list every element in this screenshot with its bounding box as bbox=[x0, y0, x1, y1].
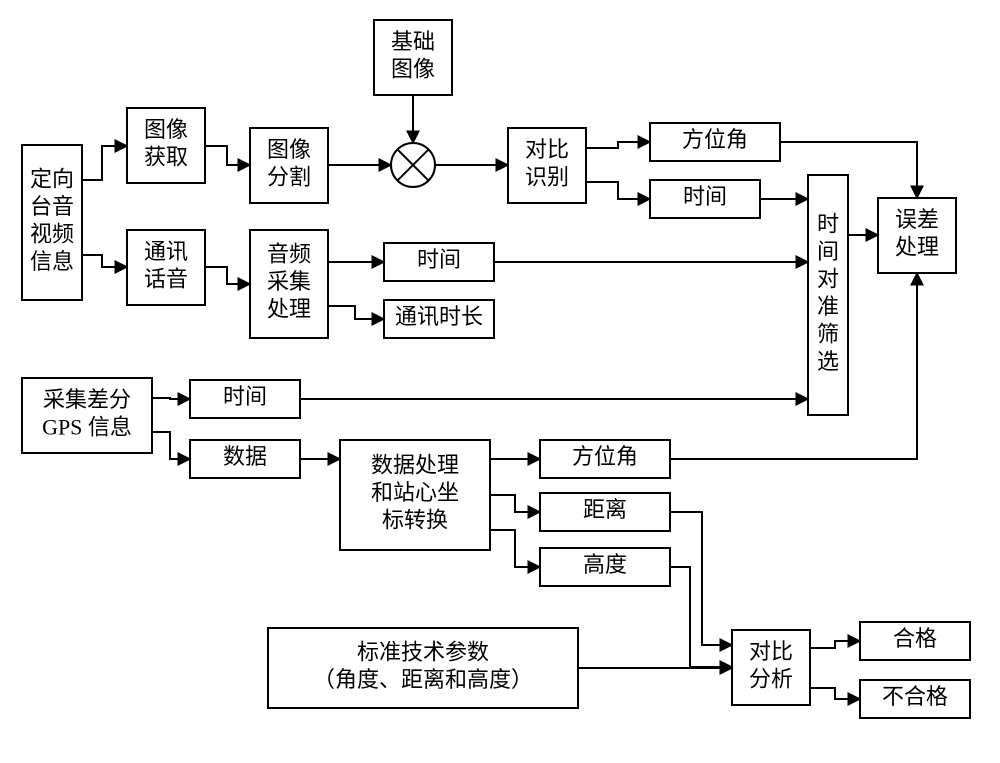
edge bbox=[205, 146, 250, 165]
edge bbox=[490, 530, 540, 567]
node-text: 筛 bbox=[817, 321, 839, 346]
node-text: 采集差分 bbox=[43, 387, 131, 412]
node-text: 采集 bbox=[267, 269, 311, 294]
edge bbox=[152, 432, 190, 459]
node-text: 对比 bbox=[749, 639, 793, 664]
node-text: 时间 bbox=[223, 384, 267, 409]
node-compare_id: 对比识别 bbox=[508, 128, 586, 203]
node-text: 误差 bbox=[895, 207, 939, 232]
node-text: 数据 bbox=[223, 444, 267, 469]
node-text: 处理 bbox=[895, 234, 939, 259]
edge bbox=[82, 255, 127, 267]
node-text: 音频 bbox=[267, 242, 311, 267]
edge bbox=[586, 182, 650, 199]
node-text: 图像 bbox=[144, 117, 188, 142]
edge bbox=[586, 142, 650, 148]
node-time_audio: 时间 bbox=[384, 243, 494, 281]
node-text: 话音 bbox=[144, 266, 188, 291]
node-data_proc: 数据处理和站心坐标转换 bbox=[340, 440, 490, 550]
node-text: 时间 bbox=[683, 184, 727, 209]
edge bbox=[82, 146, 127, 180]
node-text: 通讯时长 bbox=[395, 304, 483, 329]
node-text: 处理 bbox=[267, 297, 311, 322]
node-text: 图像 bbox=[391, 56, 435, 81]
node-text: 通讯 bbox=[144, 239, 188, 264]
edge bbox=[810, 688, 860, 699]
node-comm_dur: 通讯时长 bbox=[384, 300, 494, 338]
node-text: 不合格 bbox=[882, 684, 948, 709]
node-text: （角度、距离和高度） bbox=[313, 667, 533, 692]
node-text: 方位角 bbox=[572, 444, 638, 469]
node-base_img: 基础图像 bbox=[374, 20, 452, 95]
node-azimuth2: 方位角 bbox=[540, 440, 670, 478]
node-text: 对比 bbox=[525, 137, 569, 162]
edge bbox=[152, 398, 190, 399]
edge bbox=[670, 273, 917, 459]
edge bbox=[670, 512, 732, 645]
node-err_proc: 误差处理 bbox=[878, 198, 956, 273]
node-img_get: 图像获取 bbox=[127, 108, 205, 183]
node-text: 和站心坐 bbox=[371, 480, 459, 505]
node-distance: 距离 bbox=[540, 493, 670, 531]
node-time_vid: 时间 bbox=[650, 180, 760, 218]
edge bbox=[328, 306, 384, 319]
node-text: 准 bbox=[817, 294, 839, 319]
node-text: 对 bbox=[817, 266, 839, 291]
node-text: 数据处理 bbox=[371, 453, 459, 478]
node-text: 间 bbox=[817, 239, 839, 264]
node-text: 距离 bbox=[583, 497, 627, 522]
node-time_gps: 时间 bbox=[190, 380, 300, 418]
node-time_filter: 时间对准筛选 bbox=[808, 175, 848, 415]
edge bbox=[205, 267, 250, 284]
mixer-node bbox=[391, 143, 435, 187]
node-azimuth1: 方位角 bbox=[650, 123, 780, 161]
node-src_gps: 采集差分GPS 信息 bbox=[22, 378, 152, 453]
node-pass: 合格 bbox=[860, 622, 970, 660]
node-compare_an: 对比分析 bbox=[732, 630, 810, 705]
node-text: 获取 bbox=[144, 144, 188, 169]
node-src_av: 定向台音视频信息 bbox=[22, 145, 82, 300]
node-img_seg: 图像分割 bbox=[250, 128, 328, 203]
node-text: 图像 bbox=[267, 137, 311, 162]
node-text: 时间 bbox=[417, 247, 461, 272]
node-text: 分析 bbox=[749, 666, 793, 691]
node-data_gps: 数据 bbox=[190, 440, 300, 478]
node-text: GPS 信息 bbox=[42, 414, 132, 439]
node-text: 视频 bbox=[30, 221, 74, 246]
node-text: 台音 bbox=[30, 194, 74, 219]
node-text: 识别 bbox=[525, 164, 569, 189]
edge bbox=[490, 495, 540, 512]
node-text: 标转换 bbox=[382, 508, 448, 533]
node-text: 分割 bbox=[267, 164, 311, 189]
node-altitude: 高度 bbox=[540, 548, 670, 586]
node-std_params: 标准技术参数 （角度、距离和高度） bbox=[268, 628, 578, 708]
node-fail: 不合格 bbox=[860, 680, 970, 718]
node-text: 信息 bbox=[30, 249, 74, 274]
node-text: 标准技术参数 bbox=[357, 639, 489, 664]
node-text: 定向 bbox=[30, 166, 74, 191]
node-text: 时 bbox=[817, 211, 839, 236]
node-text: 选 bbox=[817, 349, 839, 374]
node-text: 合格 bbox=[893, 626, 937, 651]
node-comm_voice: 通讯话音 bbox=[127, 230, 205, 305]
node-audio_proc: 音频采集处理 bbox=[250, 230, 328, 338]
node-text: 高度 bbox=[583, 552, 627, 577]
edge bbox=[810, 641, 860, 648]
node-text: 基础 bbox=[391, 29, 435, 54]
node-text: 方位角 bbox=[682, 127, 748, 152]
